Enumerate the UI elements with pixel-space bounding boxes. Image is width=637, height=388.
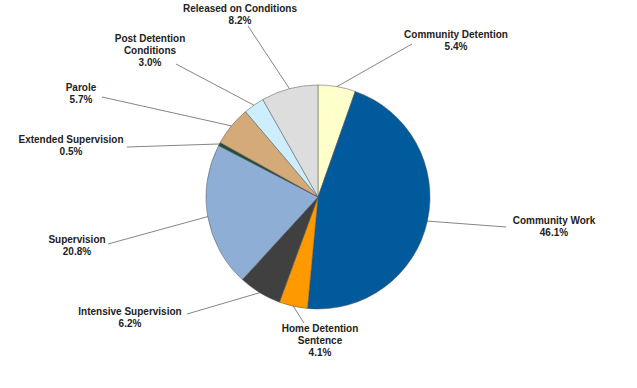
leader-line [427,221,506,227]
leader-line [293,306,304,323]
leader-line [337,44,412,87]
data-label: 8.2% [229,15,252,26]
pie [206,85,430,309]
data-label: 6.2% [119,318,142,329]
slice-label: Post DetentionConditions [115,33,186,56]
leader-line [108,217,208,244]
slice-label: Community Work [513,215,596,226]
slice-label: Home DetentionSentence [282,323,359,346]
data-label: 46.1% [540,227,568,238]
leader-line [248,26,289,89]
data-label: 0.5% [60,146,83,157]
leader-line [187,293,260,314]
slice-label: Intensive Supervision [78,306,181,317]
data-label: 20.8% [63,246,91,257]
slice-label: Community Detention [404,29,508,40]
data-label: 3.0% [139,57,162,68]
slice-label: Released on Conditions [183,3,297,14]
data-label: 5.7% [70,94,93,105]
slice-label: Extended Supervision [18,134,123,145]
leader-line [127,144,219,147]
leader-line [102,97,231,126]
chart: Community Detention5.4% Community Work46.… [0,0,637,388]
slice-label: Parole [66,82,97,93]
slice [307,91,430,309]
labels: Community Detention5.4% Community Work46.… [18,3,595,358]
slice-label: Supervision [48,234,105,245]
data-label: 4.1% [309,347,332,358]
data-label: 5.4% [445,41,468,52]
leader-line [176,64,254,105]
slice [263,85,318,197]
